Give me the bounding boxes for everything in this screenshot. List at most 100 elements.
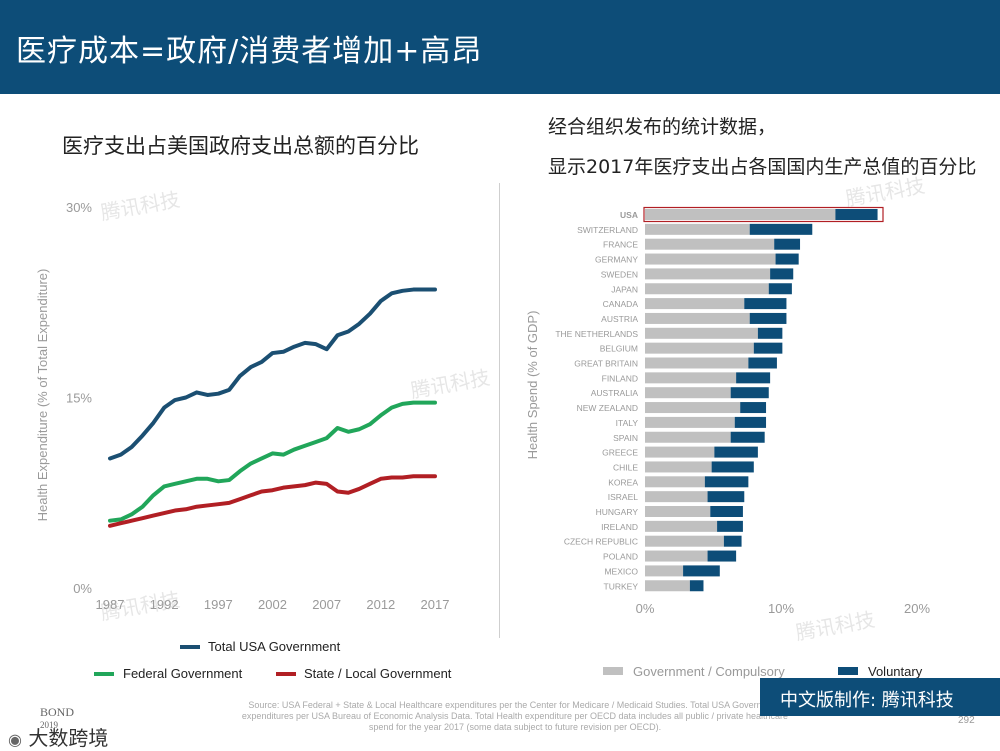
header-bar: 医疗成本=政府/消费者增加+高昂 bbox=[0, 0, 1000, 94]
country-label: SWITZERLAND bbox=[577, 225, 638, 235]
bar-voluntary bbox=[704, 476, 749, 488]
bar-government bbox=[645, 298, 745, 310]
wechat-label: 大数跨境 bbox=[28, 726, 109, 750]
bar-government bbox=[645, 238, 775, 250]
bar-government bbox=[645, 268, 771, 280]
country-label: CZECH REPUBLIC bbox=[564, 537, 638, 547]
bar-xtick-label: 0% bbox=[636, 601, 655, 616]
bar-xtick-label: 20% bbox=[904, 601, 930, 616]
line-chart: Health Expenditure (% of Total Expenditu… bbox=[35, 200, 449, 612]
line-legend: Total USA Government Federal Government … bbox=[94, 639, 452, 681]
bar-voluntary bbox=[753, 342, 783, 354]
line-xtick-label: 2012 bbox=[366, 597, 395, 612]
line-series-total bbox=[108, 287, 437, 461]
chart-divider bbox=[499, 183, 500, 638]
country-label: GREAT BRITAIN bbox=[574, 359, 638, 369]
bar-voluntary bbox=[734, 416, 767, 428]
country-label: USA bbox=[620, 210, 638, 220]
country-label: TURKEY bbox=[604, 581, 639, 591]
legend-swatch-government bbox=[603, 667, 623, 675]
line-xtick-label: 2002 bbox=[258, 597, 287, 612]
line-xtick-label: 2017 bbox=[421, 597, 450, 612]
bar-voluntary bbox=[774, 238, 801, 250]
brand-banner: 中文版制作: 腾讯科技 bbox=[760, 678, 1000, 716]
bar-government bbox=[645, 327, 758, 339]
line-series-state bbox=[108, 474, 437, 528]
bar-voluntary bbox=[748, 357, 777, 369]
bar-government bbox=[645, 476, 705, 488]
bar-voluntary bbox=[770, 268, 794, 280]
legend-label-total: Total USA Government bbox=[208, 639, 341, 654]
bar-government bbox=[645, 461, 712, 473]
country-label: FINLAND bbox=[602, 373, 638, 383]
page-number: 292 bbox=[958, 715, 975, 726]
bar-voluntary bbox=[736, 372, 771, 384]
bar-voluntary bbox=[768, 283, 792, 295]
bar-government bbox=[645, 402, 741, 414]
bar-voluntary bbox=[749, 312, 787, 324]
bar-government bbox=[645, 506, 711, 517]
bond-logo-text: BOND bbox=[40, 705, 75, 719]
legend-label-voluntary: Voluntary bbox=[868, 664, 923, 679]
wechat-watermark: ◉ 大数跨境 bbox=[8, 722, 108, 751]
line-chart-ylabel: Health Expenditure (% of Total Expenditu… bbox=[35, 269, 50, 522]
bar-government bbox=[645, 342, 754, 354]
country-label: IRELAND bbox=[601, 522, 638, 532]
line-xtick-label: 1997 bbox=[204, 597, 233, 612]
bar-voluntary bbox=[689, 580, 704, 592]
source-line: expenditures per USA Bureau of Economic … bbox=[241, 711, 789, 721]
bar-government bbox=[645, 520, 718, 532]
bar-government bbox=[645, 357, 749, 369]
legend-label-state: State / Local Government bbox=[304, 666, 452, 681]
bar-chart: Health Spend (% of GDP) USA SWITZERLAND FR… bbox=[525, 206, 930, 616]
bar-government bbox=[645, 372, 737, 384]
country-label: FRANCE bbox=[603, 240, 638, 250]
bar-voluntary bbox=[711, 461, 754, 473]
bar-voluntary bbox=[717, 520, 743, 532]
country-label: AUSTRIA bbox=[601, 314, 638, 324]
country-label: AUSTRALIA bbox=[591, 388, 639, 398]
line-ytick-label: 15% bbox=[66, 391, 92, 406]
bar-voluntary bbox=[683, 565, 720, 577]
bar-government bbox=[645, 283, 769, 295]
line-xtick-label: 2007 bbox=[312, 597, 341, 612]
country-label: BELGIUM bbox=[600, 344, 638, 354]
bar-government bbox=[645, 416, 735, 428]
bar-voluntary bbox=[707, 550, 737, 562]
country-label: POLAND bbox=[603, 552, 638, 562]
bar-voluntary bbox=[730, 387, 769, 399]
brand-label: 中文版制作: 腾讯科技 bbox=[780, 690, 954, 711]
bar-legend: Government / Compulsory Voluntary bbox=[603, 664, 923, 679]
bar-voluntary bbox=[775, 253, 799, 265]
line-xtick-label: 1987 bbox=[96, 597, 125, 612]
usa-highlight-box bbox=[643, 206, 884, 223]
legend-label-federal: Federal Government bbox=[123, 666, 243, 681]
country-label: THE NETHERLANDS bbox=[555, 329, 638, 339]
legend-swatch-voluntary bbox=[838, 667, 858, 675]
source-note: Source: USA Federal + State & Local Heal… bbox=[205, 700, 825, 733]
bar-voluntary bbox=[757, 327, 783, 339]
bond-logo: BOND 2019 bbox=[40, 705, 74, 730]
country-label: JAPAN bbox=[611, 284, 638, 294]
bar-government bbox=[645, 535, 724, 547]
source-line: spend for the year 2017 (some data subje… bbox=[368, 722, 662, 732]
line-ytick-label: 0% bbox=[73, 581, 92, 596]
bond-logo-year: 2019 bbox=[40, 720, 58, 730]
bar-voluntary bbox=[749, 223, 813, 235]
source-line: Source: USA Federal + State & Local Heal… bbox=[248, 700, 782, 710]
country-label: GREECE bbox=[602, 448, 638, 458]
bar-chart-ylabel: Health Spend (% of GDP) bbox=[525, 311, 540, 460]
bar-government bbox=[645, 253, 776, 265]
country-label: HUNGARY bbox=[596, 507, 639, 517]
bar-government bbox=[645, 223, 750, 235]
country-label: CANADA bbox=[603, 299, 639, 309]
bar-voluntary bbox=[714, 446, 758, 458]
bar-government bbox=[645, 491, 708, 503]
bar-voluntary bbox=[710, 506, 743, 517]
country-label: KOREA bbox=[608, 477, 638, 487]
left-chart-title: 医疗支出占美国政府支出总额的百分比 bbox=[62, 134, 419, 158]
line-xtick-label: 1992 bbox=[150, 597, 179, 612]
country-label: NEW ZEALAND bbox=[577, 403, 638, 413]
country-label: SPAIN bbox=[613, 433, 638, 443]
